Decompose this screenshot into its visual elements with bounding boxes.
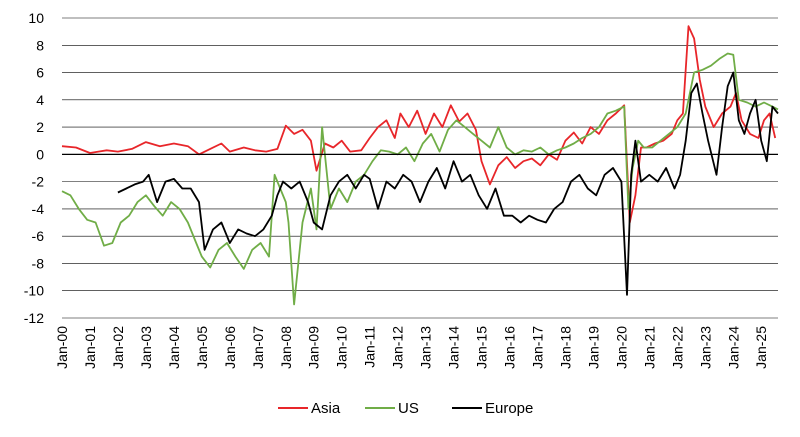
y-tick-label: -8 [32, 255, 45, 271]
x-tick-label: Jan-23 [697, 326, 713, 369]
x-tick-label: Jan-14 [446, 326, 462, 369]
x-tick-label: Jan-03 [138, 326, 154, 369]
x-tick-label: Jan-15 [474, 326, 490, 369]
series-line-asia [61, 25, 777, 224]
y-tick-label: 4 [36, 92, 44, 108]
y-axis-tick-labels: 10 8 6 4 2 0 -2 -4 -6 -8 -10 -12 [24, 10, 44, 326]
x-tick-label: Jan-07 [250, 326, 266, 369]
y-tick-label: 6 [36, 65, 44, 81]
y-tick-label: -12 [24, 310, 44, 326]
x-tick-label: Jan-19 [585, 326, 601, 369]
x-tick-label: Jan-05 [194, 326, 210, 369]
x-tick-label: Jan-09 [306, 326, 322, 369]
x-tick-label: Jan-08 [278, 326, 294, 369]
y-tick-label: 10 [28, 10, 44, 26]
x-tick-label: Jan-16 [502, 326, 518, 369]
y-tick-label: 8 [36, 37, 44, 53]
y-tick-label: -4 [32, 201, 45, 217]
legend: Asia US Europe [278, 400, 533, 417]
x-tick-label: Jan-01 [82, 326, 98, 369]
series-line-us [61, 52, 779, 306]
x-tick-label: Jan-17 [529, 326, 545, 369]
y-tick-label: 0 [36, 146, 44, 162]
x-tick-label: Jan-10 [334, 326, 350, 369]
y-tick-label: -6 [32, 228, 45, 244]
x-tick-label: Jan-13 [418, 326, 434, 369]
y-tick-label: 2 [36, 119, 44, 135]
legend-label-us: US [398, 400, 419, 417]
x-tick-label: Jan-00 [54, 326, 70, 369]
x-tick-label: Jan-18 [557, 326, 573, 369]
x-tick-label: Jan-06 [222, 326, 238, 369]
x-tick-label: Jan-12 [390, 326, 406, 369]
x-tick-label: Jan-11 [362, 326, 378, 368]
series-line-europe [117, 71, 779, 296]
x-tick-label: Jan-21 [641, 326, 657, 369]
x-axis-tick-labels: Jan-00 Jan-01 Jan-02 Jan-03 Jan-04 Jan-05 Jan-… [54, 326, 769, 369]
x-tick-label: Jan-25 [753, 326, 769, 369]
x-tick-label: Jan-20 [613, 326, 629, 369]
gridlines [62, 17, 778, 319]
legend-label-europe: Europe [485, 400, 533, 417]
x-tick-label: Jan-22 [669, 326, 685, 369]
x-tick-label: Jan-04 [166, 326, 182, 369]
y-tick-label: -10 [24, 283, 44, 299]
y-tick-label: -2 [32, 174, 45, 190]
legend-label-asia: Asia [311, 400, 341, 417]
series-lines [61, 25, 779, 306]
x-tick-label: Jan-24 [725, 326, 741, 369]
x-tick-label: Jan-02 [110, 326, 126, 369]
